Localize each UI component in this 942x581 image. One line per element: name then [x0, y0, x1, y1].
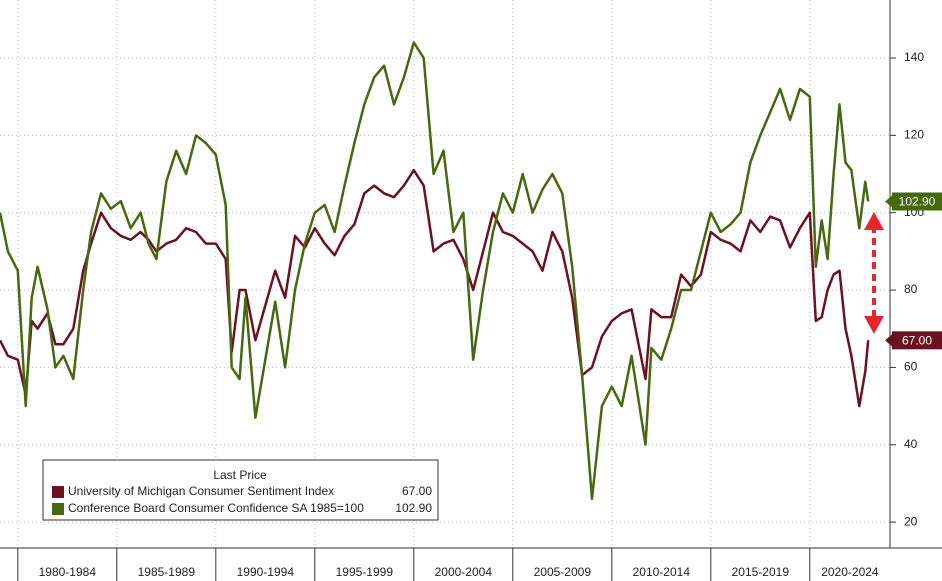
- last-price-label: 102.90: [899, 195, 936, 209]
- legend-value: 102.90: [395, 501, 432, 515]
- y-tick-label: 40: [904, 437, 918, 451]
- legend-box: [42, 459, 439, 521]
- y-tick-label: 60: [904, 360, 918, 374]
- x-period-label: 2010-2014: [633, 565, 691, 579]
- last-price-pointer: [885, 334, 892, 347]
- last-price-label: 67.00: [902, 333, 932, 347]
- x-period-label: 1990-1994: [237, 565, 295, 579]
- x-period-label: 1995-1999: [336, 565, 394, 579]
- x-period-label: 2005-2009: [534, 565, 592, 579]
- legend-label: University of Michigan Consumer Sentimen…: [68, 484, 334, 498]
- y-tick-label: 120: [904, 128, 924, 142]
- line-series: [0, 41, 870, 501]
- line-series: [0, 168, 870, 408]
- y-tick-label: 80: [904, 282, 918, 296]
- legend-swatch: [52, 486, 64, 498]
- x-period-label: 2020-2024: [821, 565, 879, 579]
- x-period-label: 1980-1984: [39, 565, 97, 579]
- x-period-label: 2000-2004: [435, 565, 493, 579]
- last-price-box: [892, 331, 942, 350]
- legend-swatch: [52, 503, 64, 515]
- legend: Last Price University of Michigan Consum…: [42, 459, 439, 521]
- x-period-label: 1985-1989: [138, 565, 196, 579]
- last-price-pointer: [885, 195, 892, 208]
- last-price-box: [892, 192, 942, 211]
- y-tick-label: 20: [904, 514, 918, 528]
- x-period-label: 2015-2019: [732, 565, 790, 579]
- annotation-arrow: [864, 212, 884, 334]
- legend-value: 67.00: [402, 484, 432, 498]
- legend-title: Last Price: [213, 468, 267, 482]
- legend-label: Conference Board Consumer Confidence SA …: [68, 501, 364, 515]
- y-tick-label: 140: [904, 50, 924, 64]
